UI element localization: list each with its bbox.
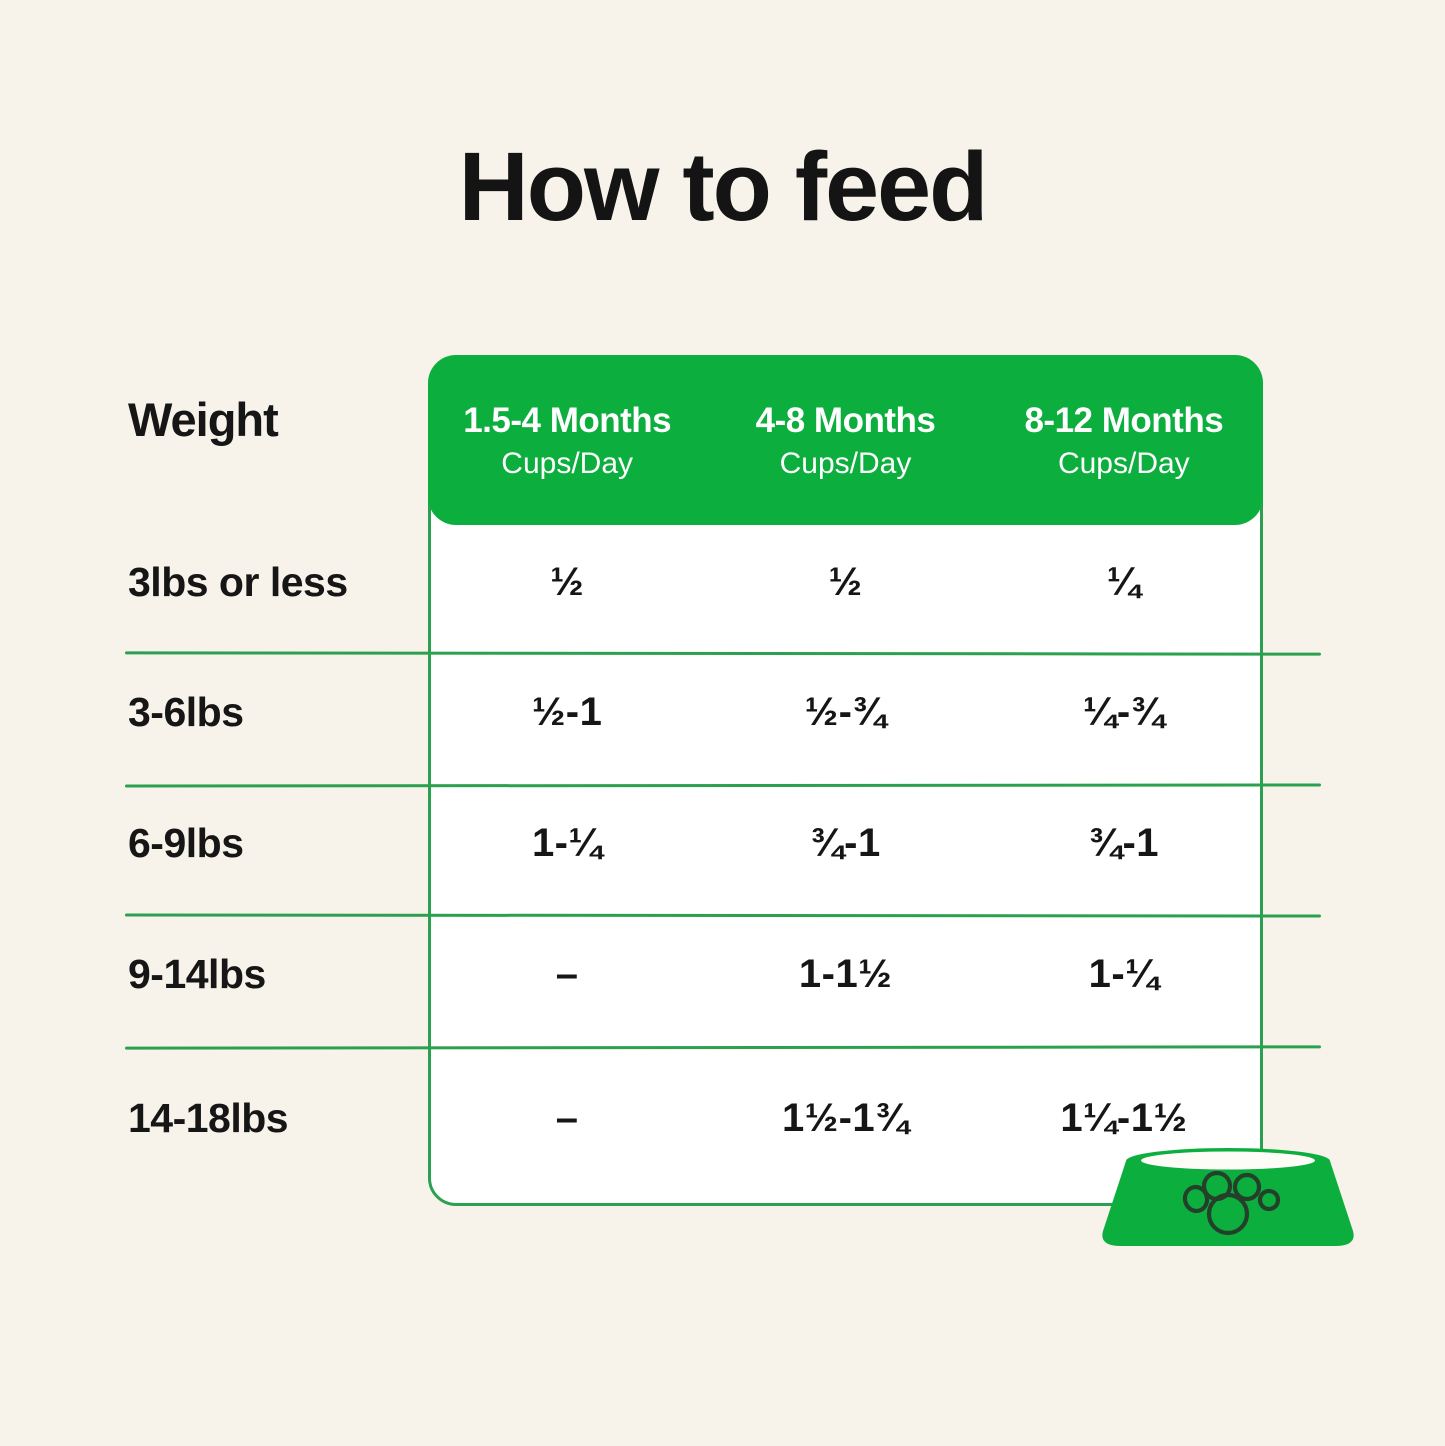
table-cell: 1-1½	[798, 951, 893, 996]
column-unit-label: Cups/Day	[501, 446, 634, 480]
weight-column-label: Weight	[128, 393, 279, 446]
weight-label: 6-9lbs	[128, 819, 244, 866]
table-row: – 1-1½ 1-¼	[428, 915, 1263, 1047]
weight-label: 9-14lbs	[128, 950, 266, 997]
table-cell: –	[555, 1096, 579, 1140]
table-cell: ¾-1	[810, 820, 881, 865]
column-header-2: 4-8 Months Cups/Day	[706, 399, 984, 482]
dog-bowl-paw-icon	[1100, 1147, 1356, 1251]
table-row: ½ ½ ¼	[428, 525, 1263, 653]
table-cell: ¼-¾	[1083, 689, 1165, 734]
table-row: 1-¼ ¾-1 ¾-1	[428, 785, 1263, 915]
weight-label: 14-18lbs	[128, 1095, 289, 1141]
table-cell: 1-¼	[1088, 951, 1160, 996]
table-cell: ½	[828, 559, 863, 604]
feeding-table-header: 1.5-4 Months Cups/Day 4-8 Months Cups/Da…	[428, 355, 1263, 525]
column-header-1: 1.5-4 Months Cups/Day	[428, 399, 706, 482]
column-unit-label: Cups/Day	[779, 446, 912, 480]
table-cell: ¾-1	[1088, 820, 1160, 865]
column-header-3: 8-12 Months Cups/Day	[985, 399, 1263, 482]
weight-label: 3-6lbs	[128, 688, 244, 735]
table-cell: ½-¾	[804, 689, 887, 734]
table-cell: ½-1	[531, 689, 603, 734]
table-cell: 1½-1¾	[781, 1096, 909, 1140]
column-months-label: 1.5-4 Months	[463, 400, 672, 440]
table-cell: 1¼-1½	[1060, 1096, 1188, 1140]
table-cell: ½	[550, 559, 585, 604]
table-cell: –	[555, 951, 579, 996]
feeding-table-body	[428, 440, 1263, 1206]
table-cell: ¼	[1106, 559, 1141, 604]
column-months-label: 4-8 Months	[755, 400, 936, 440]
weight-label: 3lbs or less	[128, 558, 348, 605]
column-unit-label: Cups/Day	[1057, 446, 1190, 480]
page-title: How to feed	[458, 132, 989, 241]
table-cell: 1-¼	[531, 820, 603, 865]
feeding-values-grid: ½ ½ ¼ ½-1 ½-¾ ¼-¾ 1-¼ ¾-1 ¾-1 – 1-1½ 1-¼…	[428, 525, 1263, 1204]
table-row: ½-1 ½-¾ ¼-¾	[428, 653, 1263, 785]
weight-labels-column: 3lbs or less 3-6lbs 6-9lbs 9-14lbs 14-18…	[128, 525, 428, 1204]
table-row: – 1½-1¾ 1¼-1½	[428, 1047, 1263, 1204]
column-months-label: 8-12 Months	[1024, 400, 1224, 440]
